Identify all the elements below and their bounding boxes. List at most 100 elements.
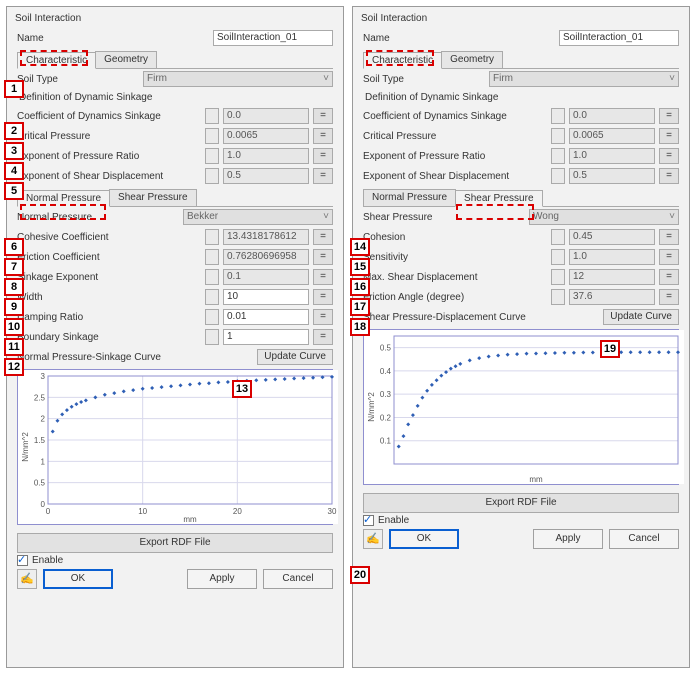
equals-button[interactable]: = xyxy=(659,168,679,184)
callout-dash xyxy=(366,50,434,66)
cancel-button[interactable]: Cancel xyxy=(609,529,679,549)
tab-shear-pressure[interactable]: Shear Pressure xyxy=(109,189,196,206)
apply-button[interactable]: Apply xyxy=(533,529,603,549)
svg-text:0: 0 xyxy=(46,507,51,516)
name-input[interactable]: SoilInteraction_01 xyxy=(559,30,679,46)
equals-button[interactable]: = xyxy=(313,289,333,305)
param-input[interactable]: 37.6 xyxy=(569,289,655,305)
help-icon[interactable]: ✍ xyxy=(363,529,383,549)
update-curve-button[interactable]: Update Curve xyxy=(257,349,333,365)
param-toggle[interactable] xyxy=(205,249,219,265)
param-label: Width xyxy=(17,292,201,303)
ok-button[interactable]: OK xyxy=(43,569,113,589)
cancel-button[interactable]: Cancel xyxy=(263,569,333,589)
param-input[interactable]: 0.45 xyxy=(569,229,655,245)
equals-button[interactable]: = xyxy=(659,128,679,144)
tab-normal-pressure[interactable]: Normal Pressure xyxy=(363,189,456,206)
param-toggle[interactable] xyxy=(551,108,565,124)
update-curve-button[interactable]: Update Curve xyxy=(603,309,679,325)
param-label: Exponent of Shear Displacement xyxy=(363,171,547,182)
param-input[interactable]: 0.5 xyxy=(223,168,309,184)
param-input[interactable]: 12 xyxy=(569,269,655,285)
param-label: Cohesion xyxy=(363,232,547,243)
ok-button[interactable]: OK xyxy=(389,529,459,549)
equals-button[interactable]: = xyxy=(313,269,333,285)
equals-button[interactable]: = xyxy=(313,229,333,245)
dyn-heading: Definition of Dynamic Sinkage xyxy=(11,89,339,106)
name-input[interactable]: SoilInteraction_01 xyxy=(213,30,333,46)
svg-text:0.1: 0.1 xyxy=(380,437,392,446)
equals-button[interactable]: = xyxy=(659,229,679,245)
enable-checkbox[interactable] xyxy=(363,515,374,526)
param-toggle[interactable] xyxy=(205,289,219,305)
param-input[interactable]: 0.0 xyxy=(223,108,309,124)
param-input[interactable]: 0.76280696958 xyxy=(223,249,309,265)
curve-label: Normal Pressure-Sinkage Curve xyxy=(17,352,161,363)
equals-button[interactable]: = xyxy=(313,128,333,144)
param-toggle[interactable] xyxy=(551,128,565,144)
svg-text:0.3: 0.3 xyxy=(380,390,392,399)
param-toggle[interactable] xyxy=(551,269,565,285)
param-toggle[interactable] xyxy=(205,148,219,164)
param-input[interactable]: 0.0 xyxy=(569,108,655,124)
equals-button[interactable]: = xyxy=(313,108,333,124)
callout-badge: 11 xyxy=(4,338,24,356)
param-toggle[interactable] xyxy=(551,249,565,265)
param-label: Friction Coefficient xyxy=(17,252,201,263)
help-icon[interactable]: ✍ xyxy=(17,569,37,589)
param-input[interactable]: 1.0 xyxy=(223,148,309,164)
param-input[interactable]: 0.0065 xyxy=(223,128,309,144)
tab-geometry[interactable]: Geometry xyxy=(95,51,157,68)
equals-button[interactable]: = xyxy=(313,249,333,265)
callout-badge: 1 xyxy=(4,80,24,98)
callout-badge: 19 xyxy=(600,340,620,358)
param-input[interactable]: 1.0 xyxy=(569,249,655,265)
param-input[interactable]: 0.0065 xyxy=(569,128,655,144)
soil-type-select[interactable]: Firm xyxy=(489,71,679,87)
chart: 00.511.522.530102030N/mm^2mm xyxy=(17,369,333,525)
param-toggle[interactable] xyxy=(551,168,565,184)
equals-button[interactable]: = xyxy=(659,108,679,124)
param-toggle[interactable] xyxy=(205,329,219,345)
param-toggle[interactable] xyxy=(551,148,565,164)
param-toggle[interactable] xyxy=(205,108,219,124)
equals-button[interactable]: = xyxy=(659,148,679,164)
param-toggle[interactable] xyxy=(551,229,565,245)
export-rdf-button[interactable]: Export RDF File xyxy=(17,533,333,553)
equals-button[interactable]: = xyxy=(313,309,333,325)
equals-button[interactable]: = xyxy=(313,148,333,164)
soil-type-select[interactable]: Firm xyxy=(143,71,333,87)
callout-dash xyxy=(456,204,534,220)
param-label: Boundary Sinkage xyxy=(17,332,201,343)
export-rdf-button[interactable]: Export RDF File xyxy=(363,493,679,513)
param-input[interactable]: 10 xyxy=(223,289,309,305)
param-toggle[interactable] xyxy=(205,168,219,184)
param-input[interactable]: 0.1 xyxy=(223,269,309,285)
equals-button[interactable]: = xyxy=(659,269,679,285)
equals-button[interactable]: = xyxy=(313,329,333,345)
callout-dash xyxy=(20,204,106,220)
svg-text:1: 1 xyxy=(41,457,46,466)
model-select[interactable]: Bekker xyxy=(183,209,333,225)
soil-type-label: Soil Type xyxy=(17,74,139,85)
param-toggle[interactable] xyxy=(205,229,219,245)
param-label: Coefficient of Dynamics Sinkage xyxy=(363,111,547,122)
model-select[interactable]: Wong xyxy=(529,209,679,225)
param-input[interactable]: 0.01 xyxy=(223,309,309,325)
equals-button[interactable]: = xyxy=(659,249,679,265)
equals-button[interactable]: = xyxy=(659,289,679,305)
tab-geometry[interactable]: Geometry xyxy=(441,51,503,68)
param-toggle[interactable] xyxy=(205,269,219,285)
param-toggle[interactable] xyxy=(205,128,219,144)
param-input[interactable]: 1 xyxy=(223,329,309,345)
param-toggle[interactable] xyxy=(205,309,219,325)
svg-text:30: 30 xyxy=(328,507,337,516)
param-toggle[interactable] xyxy=(551,289,565,305)
param-input[interactable]: 1.0 xyxy=(569,148,655,164)
apply-button[interactable]: Apply xyxy=(187,569,257,589)
equals-button[interactable]: = xyxy=(313,168,333,184)
param-input[interactable]: 0.5 xyxy=(569,168,655,184)
param-label: Cohesive Coefficient xyxy=(17,232,201,243)
param-input[interactable]: 13.4318178612 xyxy=(223,229,309,245)
enable-checkbox[interactable] xyxy=(17,555,28,566)
